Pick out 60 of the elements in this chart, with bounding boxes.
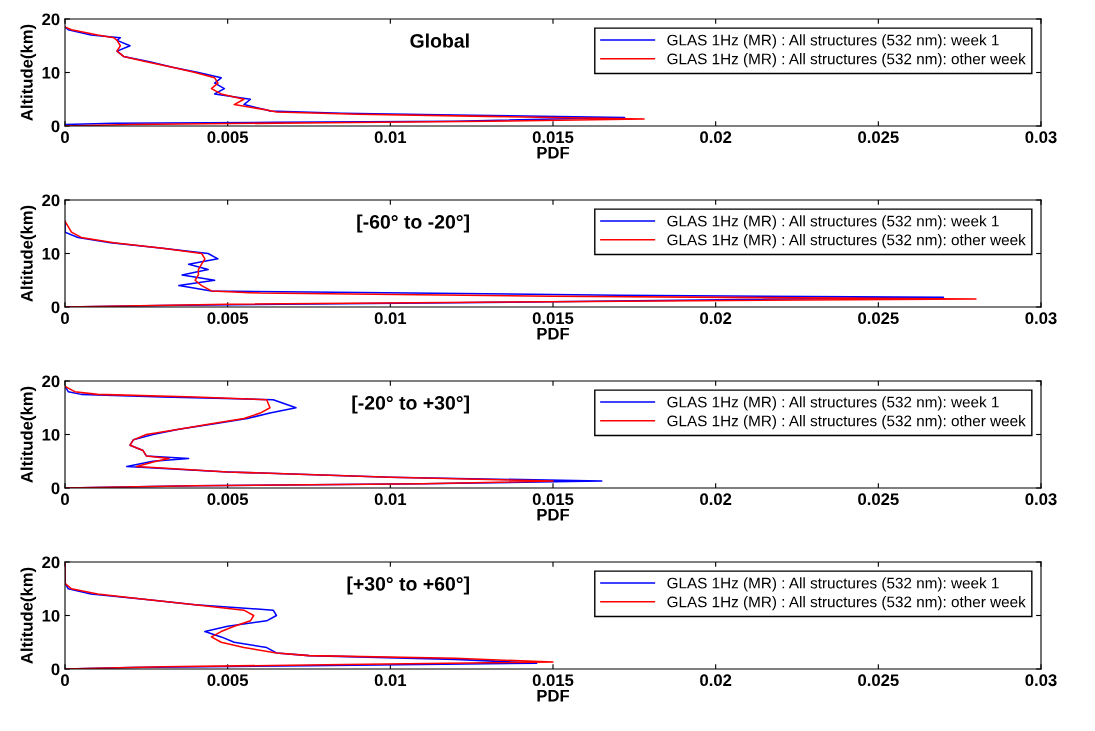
x-tick-label: 0.025 bbox=[858, 674, 899, 687]
x-tick-label: 0 bbox=[61, 493, 69, 506]
y-tick-label: 10 bbox=[42, 247, 60, 260]
x-tick-label: 0.015 bbox=[532, 674, 574, 687]
x-tick-label: 0.025 bbox=[858, 493, 899, 506]
annotation: [+30° to +60°] bbox=[347, 576, 469, 595]
x-tick-label: 0.015 bbox=[532, 493, 574, 506]
x-tick-label: 0.02 bbox=[700, 493, 732, 506]
y-tick-label: 20 bbox=[42, 13, 60, 26]
x-tick-label: 0.03 bbox=[1025, 493, 1057, 506]
x-tick-label: 0 bbox=[61, 312, 69, 325]
y-axis-title: Altitude(km) bbox=[20, 205, 37, 302]
legend-label: GLAS 1Hz (MR) : All structures (532 nm): other week bbox=[667, 234, 1026, 249]
y-tick-label: 10 bbox=[42, 428, 60, 441]
annotation: Global bbox=[410, 33, 469, 48]
x-tick-label: 0.02 bbox=[700, 131, 732, 144]
legend-label: GLAS 1Hz (MR) : All structures (532 nm): other week bbox=[667, 415, 1026, 430]
y-tick-label: 20 bbox=[42, 194, 60, 207]
y-tick-label: 0 bbox=[51, 120, 60, 133]
x-tick-label: 0.015 bbox=[532, 312, 574, 325]
x-tick-label: 0.005 bbox=[207, 131, 249, 144]
legend-label: GLAS 1Hz (MR) : All structures (532 nm): other week bbox=[667, 596, 1026, 611]
x-tick-label: 0.03 bbox=[1025, 312, 1057, 325]
legend-label: GLAS 1Hz (MR) : All structures (532 nm): other week bbox=[667, 53, 1026, 68]
x-axis-title: PDF bbox=[537, 328, 570, 340]
x-axis-title: PDF bbox=[537, 690, 570, 702]
y-tick-label: 20 bbox=[42, 556, 60, 569]
x-tick-label: 0.005 bbox=[207, 312, 249, 325]
x-tick-label: 0.025 bbox=[858, 312, 899, 325]
annotation: [-20° to +30°] bbox=[352, 395, 469, 414]
x-tick-label: 0 bbox=[61, 674, 69, 687]
x-tick-label: 0.01 bbox=[374, 312, 407, 325]
annotation: [-60° to -20°] bbox=[357, 214, 469, 233]
y-tick-label: 0 bbox=[51, 663, 60, 676]
x-tick-label: 0.005 bbox=[207, 493, 249, 506]
y-tick-label: 20 bbox=[42, 375, 60, 388]
y-tick-label: 0 bbox=[51, 482, 60, 495]
y-tick-label: 10 bbox=[42, 66, 60, 79]
x-tick-label: 0 bbox=[61, 131, 69, 144]
y-tick-label: 10 bbox=[42, 609, 60, 622]
x-axis-title: PDF bbox=[537, 147, 570, 159]
y-axis-title: Altitude(km) bbox=[20, 567, 37, 664]
legend-label: GLAS 1Hz (MR) : All structures (532 nm): week 1 bbox=[667, 577, 999, 592]
x-tick-label: 0.01 bbox=[374, 674, 407, 687]
x-tick-label: 0.02 bbox=[700, 674, 732, 687]
legend-label: GLAS 1Hz (MR) : All structures (532 nm): week 1 bbox=[667, 396, 999, 411]
x-axis-title: PDF bbox=[537, 509, 570, 521]
x-tick-label: 0.005 bbox=[207, 674, 249, 687]
y-tick-label: 0 bbox=[51, 301, 60, 314]
x-tick-label: 0.03 bbox=[1025, 131, 1057, 144]
y-axis-title: Altitude(km) bbox=[20, 386, 37, 483]
x-tick-label: 0.025 bbox=[858, 131, 899, 144]
x-tick-label: 0.01 bbox=[374, 493, 407, 506]
y-axis-title: Altitude(km) bbox=[20, 24, 37, 121]
x-tick-label: 0.02 bbox=[700, 312, 732, 325]
x-tick-label: 0.03 bbox=[1025, 674, 1057, 687]
legend-label: GLAS 1Hz (MR) : All structures (532 nm): week 1 bbox=[667, 215, 999, 230]
x-tick-label: 0.015 bbox=[532, 131, 574, 144]
x-tick-label: 0.01 bbox=[374, 131, 407, 144]
legend-label: GLAS 1Hz (MR) : All structures (532 nm): week 1 bbox=[667, 34, 999, 49]
